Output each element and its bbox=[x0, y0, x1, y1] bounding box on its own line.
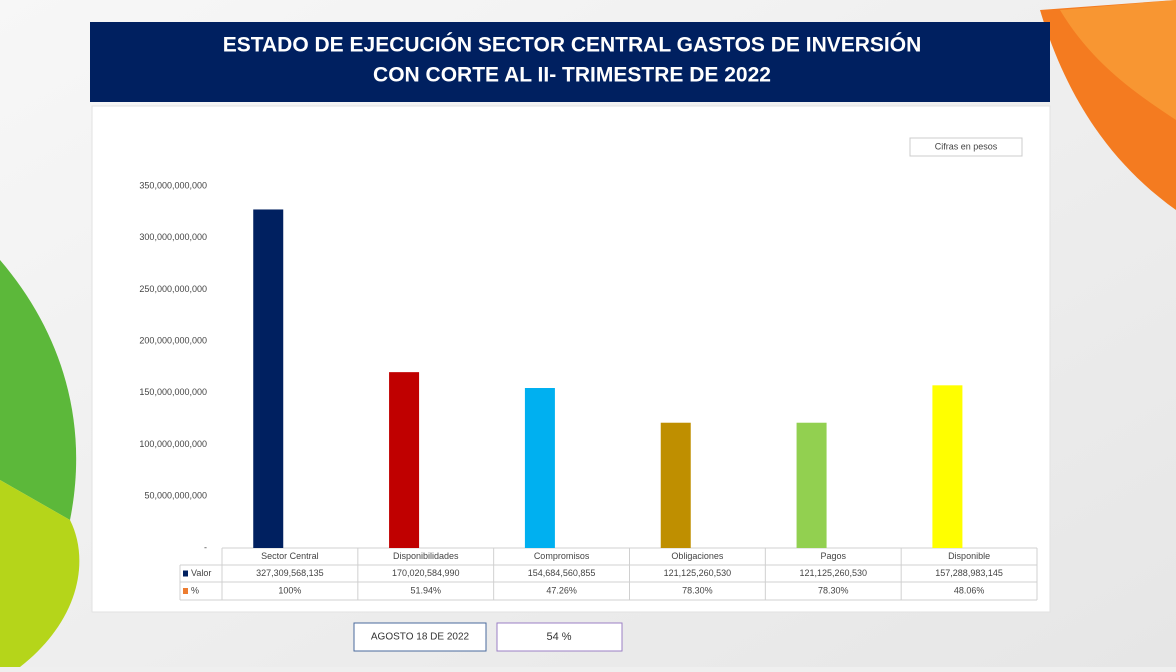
date-box bbox=[353, 622, 487, 652]
chart-panel bbox=[91, 105, 1051, 613]
lime-decor bbox=[0, 480, 80, 667]
table-cell: 100% bbox=[278, 585, 301, 595]
percent-box bbox=[496, 622, 623, 652]
title-banner bbox=[90, 22, 1050, 102]
table-cell: 157,288,983,145 bbox=[935, 568, 1003, 578]
legend-key bbox=[183, 570, 188, 577]
bar bbox=[253, 209, 284, 548]
table-cell: 51.94% bbox=[410, 585, 441, 595]
x-tick-label: Pagos bbox=[820, 551, 846, 561]
note: Cifras en pesos bbox=[935, 141, 998, 151]
table-cell: 121,125,260,530 bbox=[664, 568, 732, 578]
y-tick-label: 300,000,000,000 bbox=[139, 232, 207, 242]
y-tick-label: 350,000,000,000 bbox=[139, 180, 207, 190]
footer-percent: 54 % bbox=[546, 631, 571, 643]
table-cell: 154,684,560,855 bbox=[528, 568, 596, 578]
table-cell: 47.26% bbox=[546, 585, 577, 595]
y-tick-label: 50,000,000,000 bbox=[144, 491, 207, 501]
legend-label: Valor bbox=[191, 568, 211, 578]
title-line: ESTADO DE EJECUCIÓN SECTOR CENTRAL GASTO… bbox=[223, 33, 922, 57]
x-tick-label: Disponible bbox=[948, 551, 990, 561]
y-tick-label: 200,000,000,000 bbox=[139, 336, 207, 346]
x-tick-label: Sector Central bbox=[261, 551, 319, 561]
x-tick-label: Compromisos bbox=[534, 551, 590, 561]
legend-key bbox=[183, 588, 188, 594]
title-line: CON CORTE AL II- TRIMESTRE DE 2022 bbox=[373, 64, 771, 87]
footer-date: AGOSTO 18 DE 2022 bbox=[371, 632, 470, 643]
table-cell: 78.30% bbox=[682, 585, 713, 595]
x-tick-label: Disponibilidades bbox=[393, 551, 459, 561]
bar bbox=[524, 388, 555, 548]
table-cell: 78.30% bbox=[818, 585, 849, 595]
y-tick-label: - bbox=[204, 542, 207, 552]
x-tick-label: Obligaciones bbox=[671, 551, 724, 561]
table-cell: 327,309,568,135 bbox=[256, 568, 324, 578]
y-tick-label: 150,000,000,000 bbox=[139, 387, 207, 397]
table-cell: 48.06% bbox=[954, 585, 985, 595]
table-cell: 121,125,260,530 bbox=[799, 568, 867, 578]
note-box bbox=[909, 137, 1023, 157]
bar bbox=[932, 385, 963, 548]
legend-label: % bbox=[191, 585, 199, 595]
bar bbox=[660, 422, 691, 548]
bar bbox=[389, 372, 420, 548]
y-tick-label: 250,000,000,000 bbox=[139, 284, 207, 294]
table-cell: 170,020,584,990 bbox=[392, 568, 460, 578]
orange-decor-light bbox=[1060, 0, 1176, 120]
green-decor bbox=[0, 260, 77, 520]
y-tick-label: 100,000,000,000 bbox=[139, 439, 207, 449]
bar bbox=[796, 422, 827, 548]
